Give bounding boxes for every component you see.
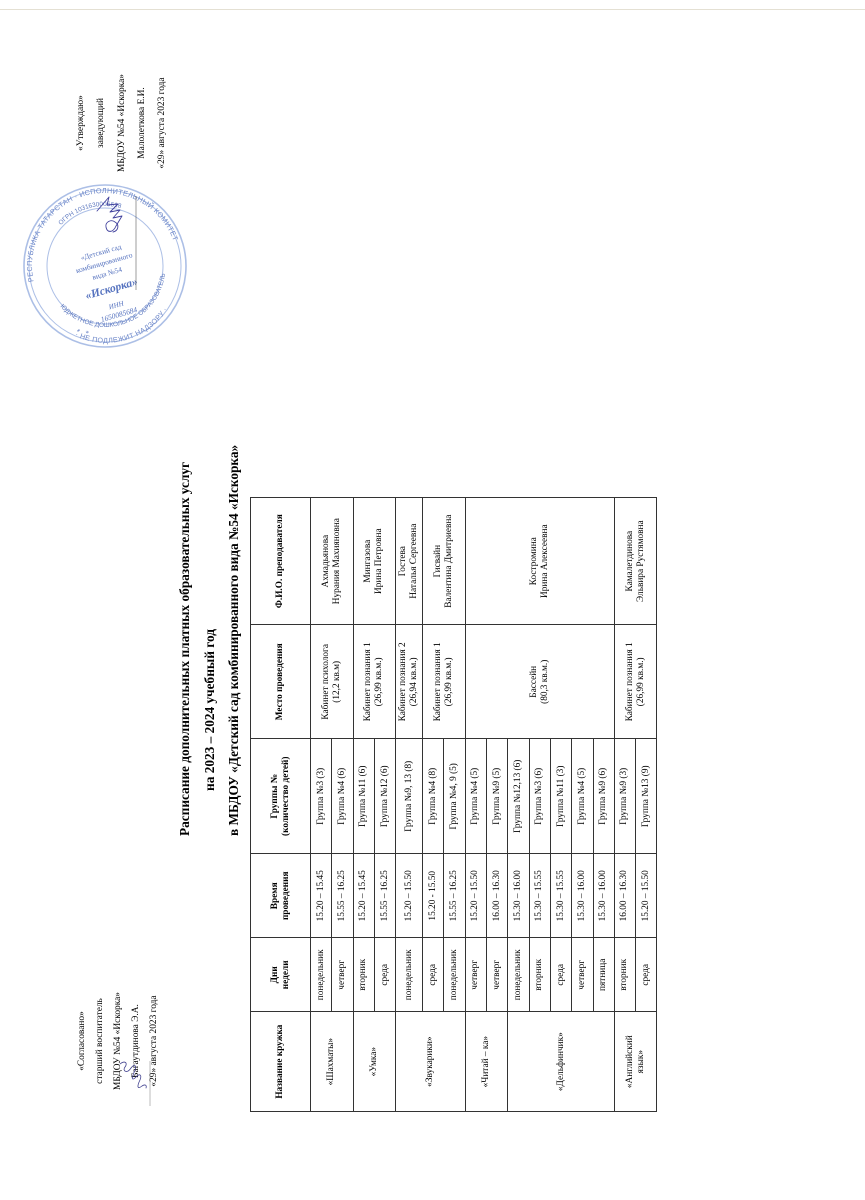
svg-text:*: * [85, 329, 91, 338]
